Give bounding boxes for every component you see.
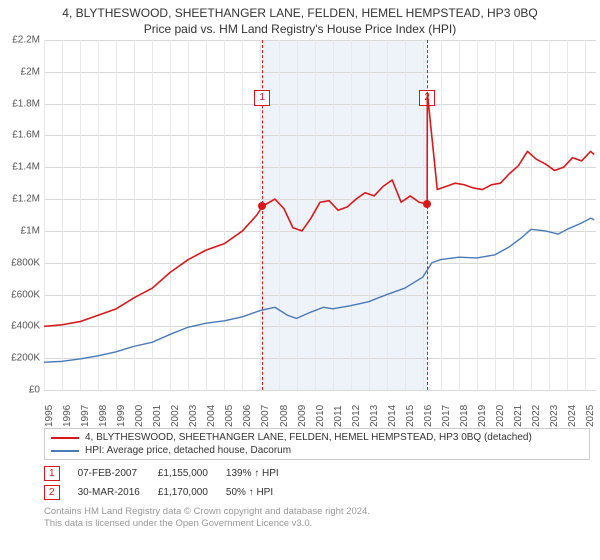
- y-axis-tick: £1.8M: [0, 98, 40, 109]
- x-axis-tick: 2021: [513, 405, 524, 427]
- series-hpi: [44, 218, 594, 362]
- x-axis-tick: 2022: [531, 405, 542, 427]
- event-table: 1 07-FEB-2007£1,155,000139% ↑ HPI 2 30-MAR-…: [44, 464, 590, 502]
- event-hpi: 50% ↑ HPI: [226, 483, 297, 502]
- y-axis-tick: £600K: [0, 289, 40, 300]
- event-price: £1,170,000: [158, 483, 226, 502]
- x-axis-tick: 2002: [170, 405, 181, 427]
- footer-line-1: Contains HM Land Registry data © Crown c…: [44, 506, 590, 518]
- legend-label: 4, BLYTHESWOOD, SHEETHANGER LANE, FELDEN…: [85, 432, 532, 443]
- y-axis-tick: £200K: [0, 353, 40, 364]
- gridline-h: [44, 390, 596, 391]
- legend-swatch: [51, 450, 79, 452]
- x-axis-tick: 2014: [387, 405, 398, 427]
- event-index-box: 2: [44, 485, 60, 500]
- event-row: 1 07-FEB-2007£1,155,000139% ↑ HPI: [44, 464, 297, 483]
- y-axis-tick: £0: [0, 385, 40, 396]
- chart-plot-area: £0£200K£400K£600K£800K£1M£1.2M£1.4M£1.6M…: [44, 40, 596, 390]
- chart-legend: 4, BLYTHESWOOD, SHEETHANGER LANE, FELDEN…: [44, 428, 590, 460]
- chart-svg: [44, 40, 596, 390]
- x-axis-tick: 2010: [315, 405, 326, 427]
- x-axis-tick: 2024: [567, 405, 578, 427]
- page-subtitle: Price paid vs. HM Land Registry's House …: [0, 20, 600, 40]
- x-axis-tick: 2004: [206, 405, 217, 427]
- x-axis-tick: 2020: [495, 405, 506, 427]
- y-axis-tick: £1.2M: [0, 194, 40, 205]
- legend-item: 4, BLYTHESWOOD, SHEETHANGER LANE, FELDEN…: [51, 431, 583, 444]
- event-row: 2 30-MAR-2016£1,170,00050% ↑ HPI: [44, 483, 297, 502]
- x-axis-tick: 2017: [441, 405, 452, 427]
- legend-swatch: [51, 437, 79, 439]
- x-axis-tick: 2018: [459, 405, 470, 427]
- series-price: [44, 93, 594, 327]
- chart-container: 4, BLYTHESWOOD, SHEETHANGER LANE, FELDEN…: [0, 0, 600, 560]
- x-axis-tick: 2001: [152, 405, 163, 427]
- page-title: 4, BLYTHESWOOD, SHEETHANGER LANE, FELDEN…: [0, 0, 600, 20]
- y-axis-tick: £1M: [0, 225, 40, 236]
- x-axis-tick: 2003: [188, 405, 199, 427]
- x-axis-tick: 2008: [279, 405, 290, 427]
- x-axis-tick: 1998: [98, 405, 109, 427]
- event-date: 30-MAR-2016: [78, 483, 158, 502]
- footer-attribution: Contains HM Land Registry data © Crown c…: [44, 506, 590, 531]
- x-axis-tick: 1995: [44, 405, 55, 427]
- legend-label: HPI: Average price, detached house, Daco…: [85, 445, 291, 456]
- event-hpi: 139% ↑ HPI: [226, 464, 297, 483]
- x-axis-tick: 2011: [333, 405, 344, 427]
- footer-line-2: This data is licensed under the Open Gov…: [44, 518, 590, 530]
- x-axis-tick: 2019: [477, 405, 488, 427]
- y-axis-tick: £1.6M: [0, 130, 40, 141]
- event-index-box: 1: [44, 466, 60, 481]
- x-axis-tick: 2013: [369, 405, 380, 427]
- y-axis-tick: £2.2M: [0, 35, 40, 46]
- x-axis-tick: 1999: [116, 405, 127, 427]
- x-axis-tick: 2006: [242, 405, 253, 427]
- x-axis-tick: 2007: [260, 405, 271, 427]
- y-axis-tick: £2M: [0, 66, 40, 77]
- x-axis-tick: 2009: [297, 405, 308, 427]
- x-axis-tick: 2005: [224, 405, 235, 427]
- x-axis-tick: 1997: [80, 405, 91, 427]
- y-axis-tick: £800K: [0, 257, 40, 268]
- event-price: £1,155,000: [158, 464, 226, 483]
- x-axis-tick: 2012: [351, 405, 362, 427]
- x-axis-tick: 2023: [549, 405, 560, 427]
- x-axis-tick: 2000: [134, 405, 145, 427]
- y-axis-tick: £400K: [0, 321, 40, 332]
- x-axis-tick: 2025: [585, 405, 596, 427]
- x-axis-tick: 2015: [405, 405, 416, 427]
- event-date: 07-FEB-2007: [78, 464, 158, 483]
- y-axis-tick: £1.4M: [0, 162, 40, 173]
- legend-item: HPI: Average price, detached house, Daco…: [51, 444, 583, 457]
- x-axis-tick: 1996: [62, 405, 73, 427]
- x-axis-tick: 2016: [423, 405, 434, 427]
